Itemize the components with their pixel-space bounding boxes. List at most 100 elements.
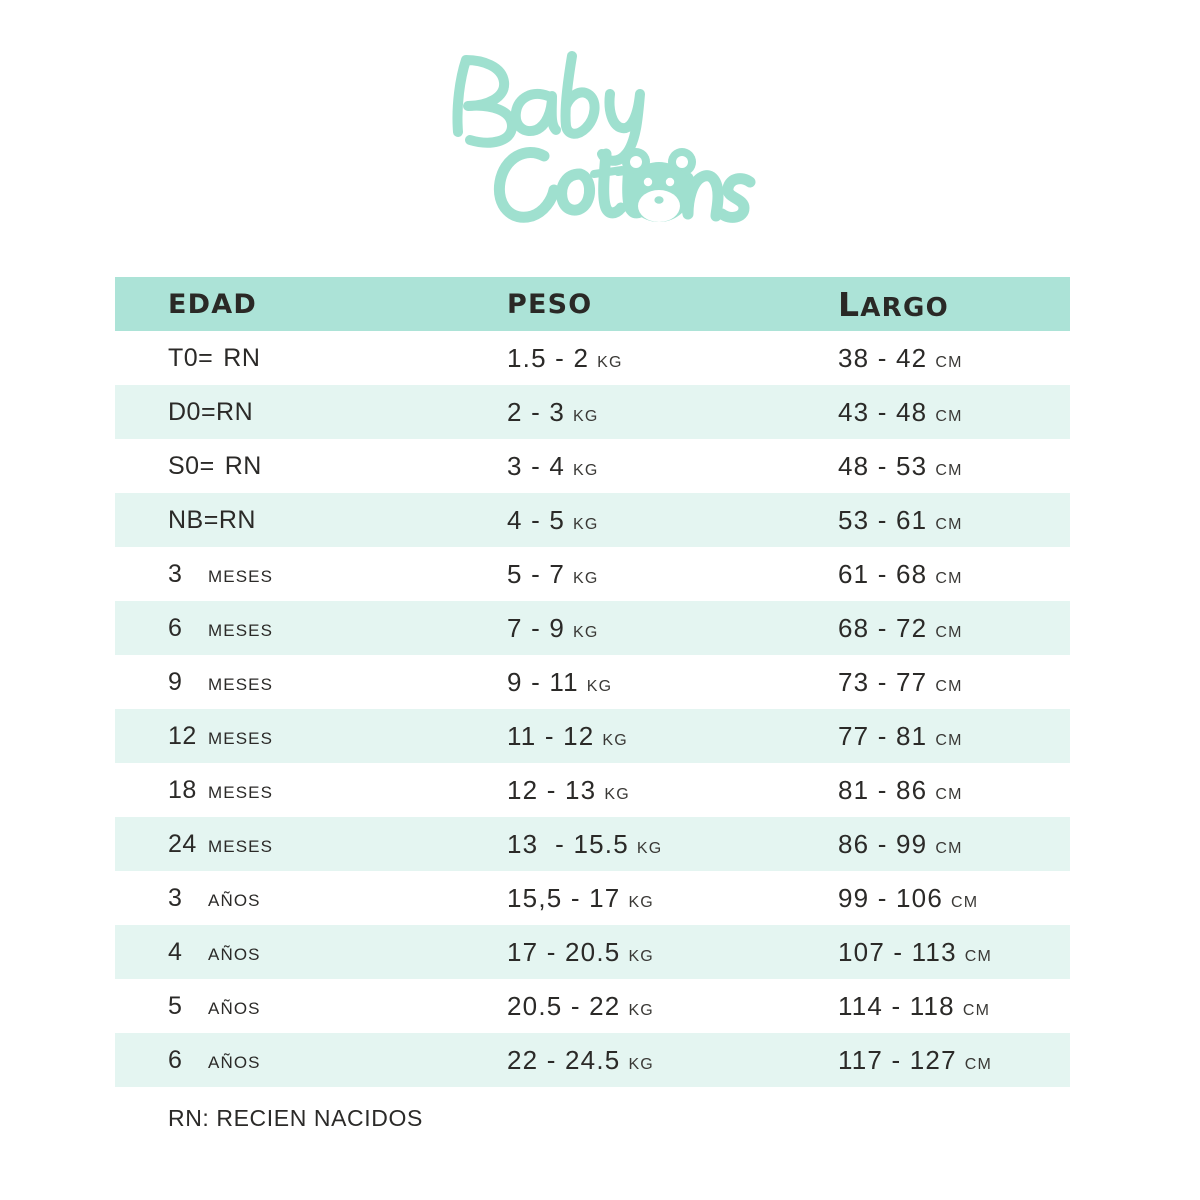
header-label-largo-rest: ARGO bbox=[860, 292, 950, 323]
table-header-cell-length: LARGO bbox=[838, 285, 1070, 324]
cell-length: 114 - 118 CM bbox=[838, 991, 1070, 1022]
table-row: NB=RN 4 - 5 KG 53 - 61 CM bbox=[115, 493, 1070, 547]
table-row: 4 AÑOS 17 - 20.5 KG 107 - 113 CM bbox=[115, 925, 1070, 979]
weight-value: 17 - 20.5 bbox=[507, 936, 621, 967]
age-value: 6 bbox=[168, 1045, 183, 1074]
length-value: 107 - 113 bbox=[838, 936, 957, 967]
weight-unit: KG bbox=[573, 407, 599, 425]
weight-unit: KG bbox=[573, 515, 599, 533]
table-header-cell-age: EDAD bbox=[115, 289, 507, 320]
weight-value: 20.5 - 22 bbox=[507, 990, 621, 1021]
cell-length: 48 - 53 CM bbox=[838, 451, 1070, 482]
length-unit: CM bbox=[935, 515, 963, 533]
weight-value: 4 - 5 bbox=[507, 504, 566, 535]
weight-unit: KG bbox=[628, 893, 654, 911]
cell-length: 86 - 99 CM bbox=[838, 829, 1070, 860]
length-value: 81 - 86 bbox=[838, 774, 928, 805]
age-unit: AÑOS bbox=[208, 998, 261, 1018]
cell-length: 38 - 42 CM bbox=[838, 343, 1070, 374]
cell-length: 99 - 106 CM bbox=[838, 883, 1070, 914]
cell-length: 107 - 113 CM bbox=[838, 937, 1070, 968]
table-body: T0= RN 1.5 - 2 KG 38 - 42 CM D0=RN 2 - 3 KG 43 - … bbox=[115, 331, 1070, 1087]
cell-age: T0= RN bbox=[115, 344, 507, 373]
age-value: T0= bbox=[168, 343, 214, 372]
age-unit: MESES bbox=[208, 728, 274, 748]
cell-length: 68 - 72 CM bbox=[838, 613, 1070, 644]
age-value: 5 bbox=[168, 991, 183, 1020]
weight-value: 22 - 24.5 bbox=[507, 1044, 621, 1075]
age-value: 9 bbox=[168, 667, 183, 696]
length-unit: CM bbox=[935, 623, 963, 641]
weight-unit: KG bbox=[573, 461, 599, 479]
cell-age: 3 MESES bbox=[115, 560, 507, 589]
age-unit: AÑOS bbox=[208, 890, 261, 910]
length-value: 99 - 106 bbox=[838, 882, 944, 913]
cell-weight: 11 - 12 KG bbox=[507, 721, 838, 752]
table-row: 9 MESES 9 - 11 KG 73 - 77 CM bbox=[115, 655, 1070, 709]
cell-weight: 22 - 24.5 KG bbox=[507, 1045, 838, 1076]
age-unit: AÑOS bbox=[208, 944, 261, 964]
length-unit: CM bbox=[964, 1055, 993, 1073]
age-value: S0= bbox=[168, 451, 215, 480]
age-unit: AÑOS bbox=[208, 1052, 261, 1072]
table-header-cell-weight: PESO bbox=[507, 289, 838, 320]
weight-unit: KG bbox=[586, 677, 613, 695]
length-unit: CM bbox=[962, 1001, 991, 1019]
cell-length: 77 - 81 CM bbox=[838, 721, 1070, 752]
age-unit: MESES bbox=[208, 674, 274, 694]
weight-value: 3 - 4 bbox=[507, 450, 566, 481]
age-unit: MESES bbox=[208, 836, 274, 856]
cell-length: 61 - 68 CM bbox=[838, 559, 1070, 590]
weight-value: 15,5 - 17 bbox=[507, 882, 621, 913]
weight-unit: KG bbox=[573, 623, 599, 641]
length-unit: CM bbox=[964, 947, 993, 965]
age-value: 24 bbox=[168, 829, 197, 858]
weight-value: 11 - 12 bbox=[507, 720, 595, 751]
weight-unit: KG bbox=[628, 947, 654, 965]
cell-age: NB=RN bbox=[115, 506, 507, 535]
age-value: 12 bbox=[168, 721, 197, 750]
length-value: 68 - 72 bbox=[838, 612, 928, 643]
cell-weight: 7 - 9 KG bbox=[507, 613, 838, 644]
age-value: 3 bbox=[168, 883, 183, 912]
weight-value: 13 - 15.5 bbox=[507, 828, 629, 859]
length-unit: CM bbox=[935, 785, 963, 803]
header-label-edad: EDAD bbox=[168, 288, 257, 320]
length-unit: CM bbox=[935, 731, 963, 749]
length-unit: CM bbox=[935, 839, 963, 857]
cell-age: 12 MESES bbox=[115, 722, 507, 751]
cell-length: 53 - 61 CM bbox=[838, 505, 1070, 536]
weight-unit: KG bbox=[636, 839, 663, 857]
length-unit: CM bbox=[951, 893, 979, 911]
cell-length: 81 - 86 CM bbox=[838, 775, 1070, 806]
table-row: 5 AÑOS 20.5 - 22 KG 114 - 118 CM bbox=[115, 979, 1070, 1033]
cell-length: 43 - 48 CM bbox=[838, 397, 1070, 428]
teddy-bear-icon bbox=[622, 148, 696, 222]
length-value: 117 - 127 bbox=[838, 1044, 957, 1075]
table-row: 3 MESES 5 - 7 KG 61 - 68 CM bbox=[115, 547, 1070, 601]
length-unit: CM bbox=[935, 353, 963, 371]
length-value: 73 - 77 bbox=[838, 666, 928, 697]
logo-word-baby bbox=[452, 51, 645, 166]
cell-age: 4 AÑOS bbox=[115, 938, 507, 967]
age-value: NB=RN bbox=[168, 505, 256, 534]
age-unit: MESES bbox=[208, 566, 274, 586]
cell-weight: 13 - 15.5 KG bbox=[507, 829, 838, 860]
length-unit: CM bbox=[935, 569, 963, 587]
length-value: 48 - 53 bbox=[838, 450, 928, 481]
age-value: 3 bbox=[168, 559, 183, 588]
weight-value: 5 - 7 bbox=[507, 558, 566, 589]
header-label-peso: PESO bbox=[507, 288, 593, 320]
table-row: T0= RN 1.5 - 2 KG 38 - 42 CM bbox=[115, 331, 1070, 385]
table-row: 18 MESES 12 - 13 KG 81 - 86 CM bbox=[115, 763, 1070, 817]
table-header-row: EDAD PESO LARGO bbox=[115, 277, 1070, 331]
cell-age: S0= RN bbox=[115, 452, 507, 481]
length-value: 38 - 42 bbox=[838, 342, 928, 373]
weight-unit: KG bbox=[628, 1055, 654, 1073]
cell-weight: 15,5 - 17 KG bbox=[507, 883, 838, 914]
age-unit: MESES bbox=[208, 782, 274, 802]
cell-length: 117 - 127 CM bbox=[838, 1045, 1070, 1076]
age-value: D0=RN bbox=[168, 397, 254, 426]
age-value: 4 bbox=[168, 937, 183, 966]
